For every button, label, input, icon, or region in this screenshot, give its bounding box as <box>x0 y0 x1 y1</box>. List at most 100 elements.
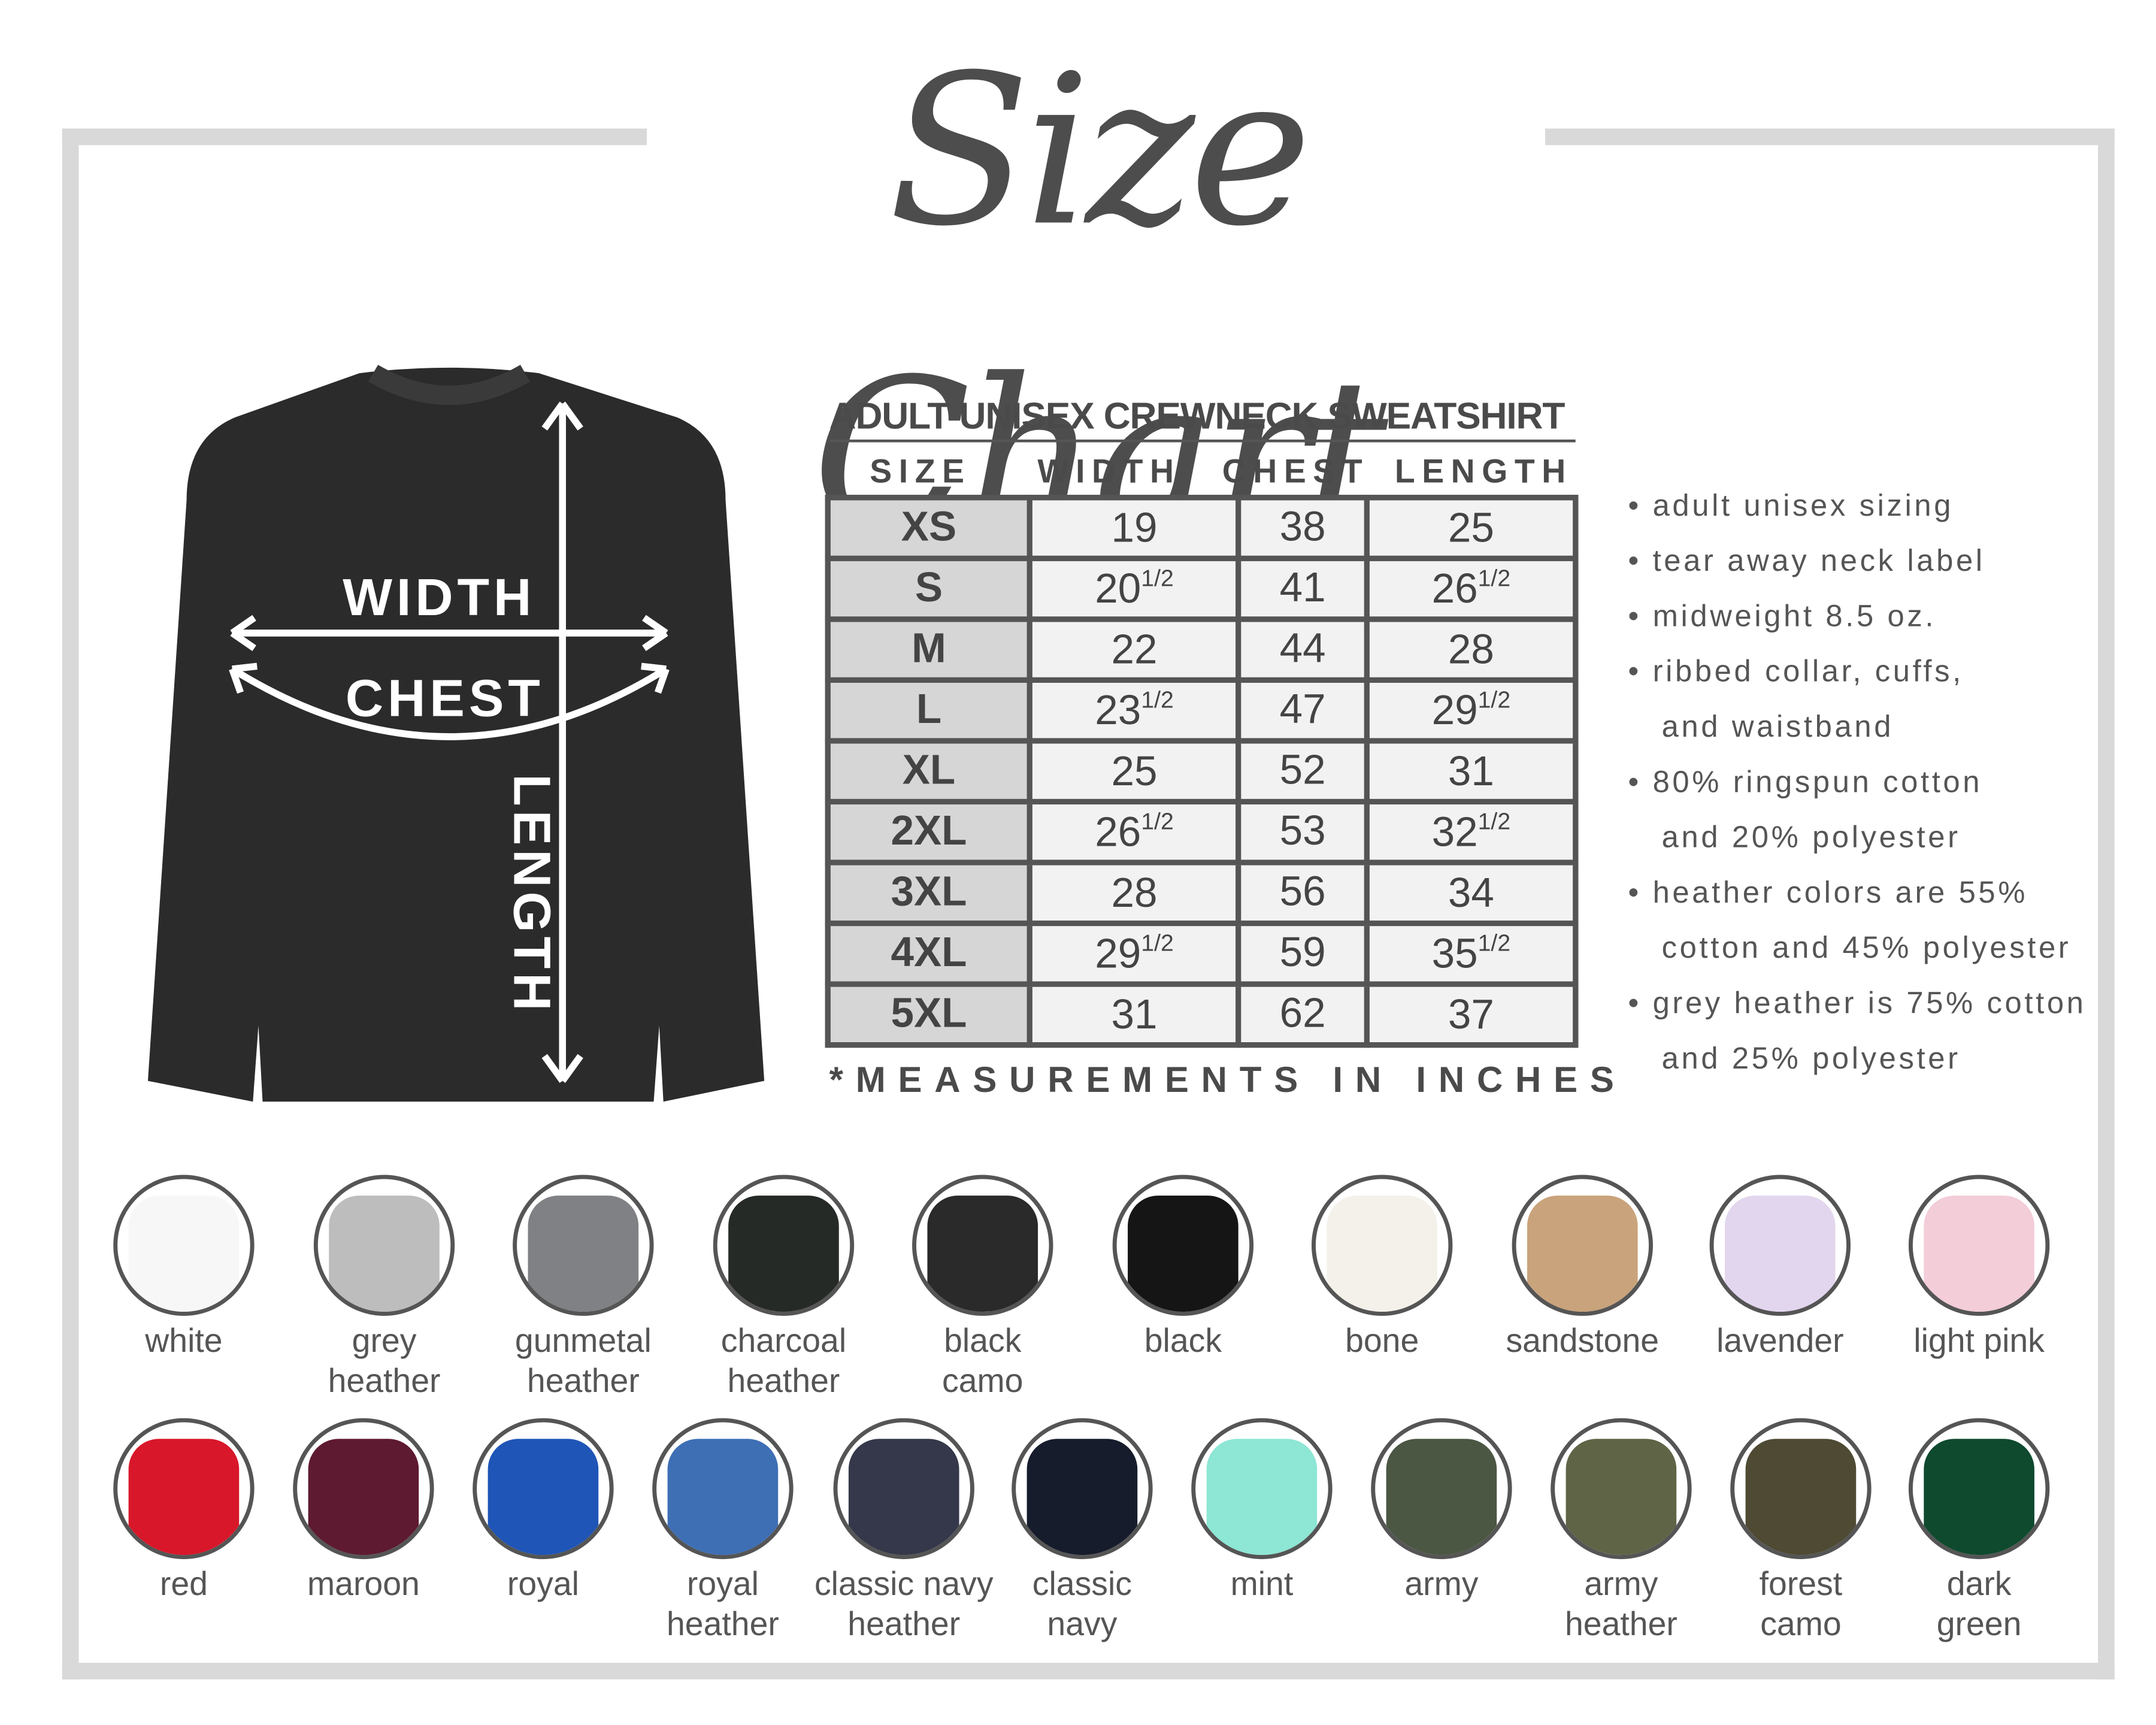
frame-right <box>2098 128 2115 1679</box>
cell-value: 26 <box>1095 809 1141 855</box>
color-swatch: dark green <box>1882 1418 2076 1645</box>
swatch-label: forest camo <box>1759 1566 1843 1644</box>
color-swatch: light pink <box>1882 1175 2076 1362</box>
cell-width: 201/2 <box>1027 555 1241 622</box>
color-swatch: army heather <box>1524 1418 1718 1645</box>
cell-value: XS <box>901 504 957 550</box>
table-row: XS 19 38 25 <box>825 495 1579 561</box>
table-row: 4XL 291/2 59 351/2 <box>825 920 1579 987</box>
cell-size: M <box>825 616 1033 683</box>
swatch-label: royal heather <box>666 1566 779 1644</box>
frame-left <box>62 128 79 1679</box>
sweatshirt-icon <box>329 1196 440 1312</box>
sweatshirt-icon <box>1924 1196 2034 1312</box>
cell-chest: 56 <box>1236 860 1370 927</box>
cell-value: S <box>915 565 943 611</box>
swatch-circle <box>113 1175 255 1316</box>
header-length: LENGTH <box>1394 453 1573 491</box>
cell-width: 261/2 <box>1027 798 1241 865</box>
feature-item: • grey heather is 75% cotton <box>1628 985 2087 1021</box>
table-title: ADULT UNISEX CREWNECK SWEATSHIRT <box>829 392 1576 443</box>
swatch-label: charcoal heather <box>720 1322 847 1400</box>
cell-value: 20 <box>1095 565 1141 612</box>
cell-fraction: 1/2 <box>1477 686 1511 713</box>
swatch-label: black <box>1144 1322 1222 1360</box>
color-swatch: black <box>1086 1175 1280 1362</box>
color-swatch: army <box>1345 1418 1538 1605</box>
cell-value: 26 <box>1431 565 1478 612</box>
cell-value: L <box>916 686 942 733</box>
header-chest: CHEST <box>1222 453 1370 491</box>
color-swatch: classic navy <box>985 1418 1179 1645</box>
sweatshirt-icon <box>1924 1439 2034 1555</box>
cell-value: XL <box>902 748 956 794</box>
sweatshirt-icon <box>487 1439 599 1555</box>
cell-length: 37 <box>1364 981 1579 1048</box>
cell-fraction: 1/2 <box>1141 929 1174 956</box>
feature-item: and waistband <box>1628 709 1894 744</box>
swatch-label: dark green <box>1936 1566 2022 1644</box>
cell-length: 321/2 <box>1364 798 1579 865</box>
cell-value: 28 <box>1111 870 1158 916</box>
swatch-label: army heather <box>1564 1566 1677 1644</box>
cell-value: 19 <box>1111 505 1158 551</box>
cell-value: 4XL <box>891 930 967 976</box>
sweatshirt-icon <box>848 1439 959 1555</box>
feature-item: • tear away neck label <box>1628 543 1985 578</box>
sweatshirt-icon <box>1206 1439 1318 1555</box>
feature-item: • midweight 8.5 oz. <box>1628 598 1937 633</box>
cell-chest: 59 <box>1236 920 1370 987</box>
feature-item: and 20% polyester <box>1628 819 1961 855</box>
cell-value: 52 <box>1279 748 1326 794</box>
color-swatch: charcoal heather <box>687 1175 880 1402</box>
width-label: WIDTH <box>343 569 536 628</box>
table-row: XL 25 52 31 <box>825 738 1579 805</box>
cell-length: 291/2 <box>1364 677 1579 744</box>
cell-fraction: 1/2 <box>1477 929 1511 956</box>
color-swatch: mint <box>1165 1418 1358 1605</box>
sweatshirt-icon <box>1327 1196 1437 1312</box>
swatch-circle <box>652 1418 794 1560</box>
cell-value: 62 <box>1279 991 1326 1037</box>
sweatshirt-icon <box>1565 1439 1677 1555</box>
cell-size: 3XL <box>825 860 1033 927</box>
swatch-label: classic navy heather <box>814 1566 994 1644</box>
swatch-circle <box>1908 1418 2050 1560</box>
color-swatch: maroon <box>267 1418 460 1605</box>
cell-chest: 53 <box>1236 798 1370 865</box>
table-row: 5XL 31 62 37 <box>825 981 1579 1048</box>
header-width: WIDTH <box>1037 453 1181 491</box>
cell-size: 5XL <box>825 981 1033 1048</box>
page-title: Size Chart <box>811 32 1388 577</box>
swatch-label: lavender <box>1716 1322 1844 1360</box>
color-swatch: lavender <box>1683 1175 1877 1362</box>
table-row: 3XL 28 56 34 <box>825 860 1579 927</box>
cell-value: 23 <box>1095 688 1141 734</box>
cell-chest: 52 <box>1236 738 1370 805</box>
color-swatch: gunmetal heather <box>486 1175 680 1402</box>
color-swatch: royal <box>446 1418 640 1605</box>
sweatshirt-icon <box>1527 1196 1638 1312</box>
feature-item: • 80% ringspun cotton <box>1628 764 1983 799</box>
cell-width: 291/2 <box>1027 920 1241 987</box>
cell-value: 31 <box>1448 748 1494 794</box>
swatch-circle <box>1311 1175 1453 1316</box>
swatch-label: red <box>159 1566 208 1603</box>
cell-fraction: 1/2 <box>1141 807 1174 834</box>
cell-chest: 44 <box>1236 616 1370 683</box>
cell-fraction: 1/2 <box>1477 564 1511 591</box>
cell-fraction: 1/2 <box>1477 807 1511 834</box>
cell-size: 2XL <box>825 798 1033 865</box>
size-table: XS 19 38 25 S 201/2 41 261/2 M 22 44 28 L 231/2 47 291/… <box>825 495 1579 1048</box>
cell-length: 34 <box>1364 860 1579 927</box>
swatch-circle <box>313 1175 455 1316</box>
frame-bottom <box>62 1663 2115 1679</box>
frame-top-left <box>62 128 647 146</box>
feature-item: cotton and 45% polyester <box>1628 930 2072 965</box>
cell-fraction: 1/2 <box>1141 686 1174 713</box>
cell-size: L <box>825 677 1033 744</box>
cell-value: 25 <box>1111 748 1158 794</box>
cell-value: 28 <box>1448 627 1494 673</box>
cell-fraction: 1/2 <box>1141 564 1174 591</box>
swatch-label: light pink <box>1913 1322 2045 1360</box>
